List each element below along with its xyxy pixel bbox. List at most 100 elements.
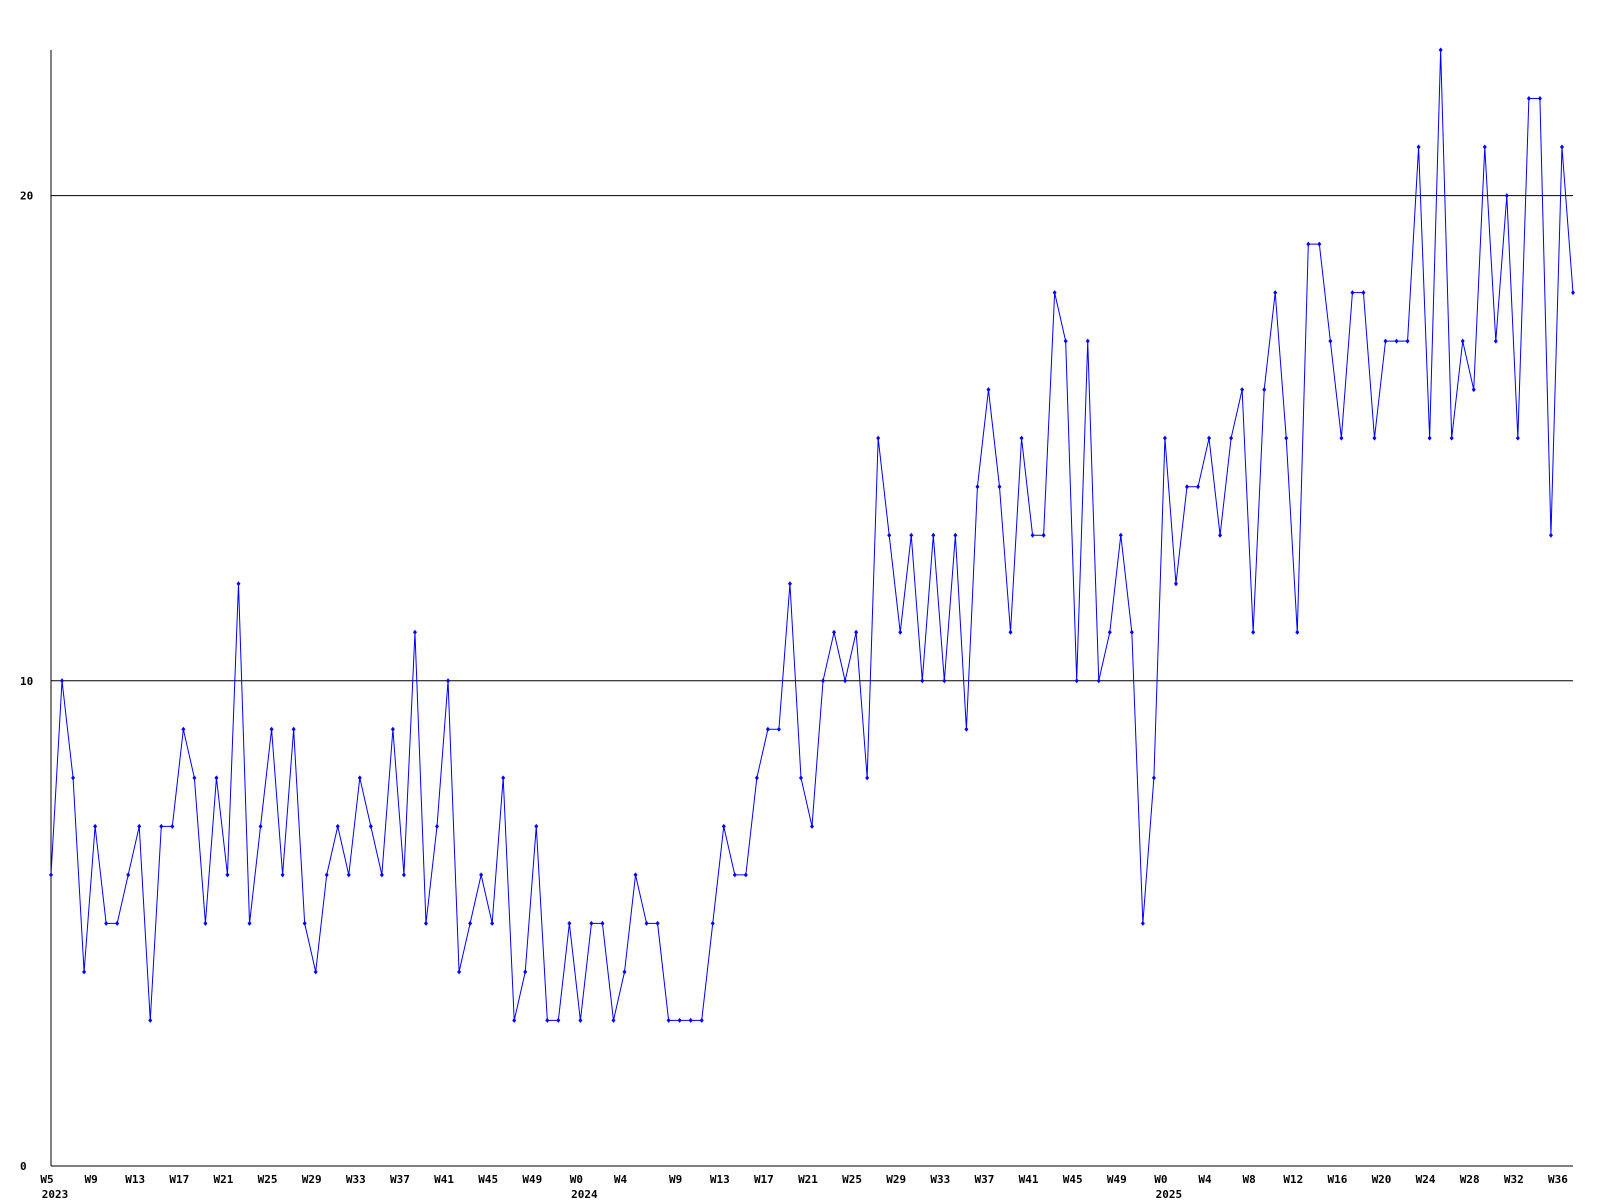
data-point bbox=[236, 581, 241, 587]
data-point bbox=[854, 629, 859, 635]
data-point bbox=[368, 823, 373, 829]
data-point bbox=[1273, 290, 1278, 296]
x-tick-label: W36 bbox=[1548, 1173, 1568, 1186]
data-point bbox=[832, 629, 837, 635]
data-point bbox=[523, 969, 528, 975]
data-point bbox=[887, 532, 892, 538]
data-point bbox=[346, 872, 351, 878]
data-point bbox=[412, 629, 417, 635]
x-tick-label: W33 bbox=[346, 1173, 366, 1186]
x-tick-label: W5 bbox=[40, 1173, 53, 1186]
data-point bbox=[446, 678, 451, 684]
data-point bbox=[1096, 678, 1101, 684]
data-point bbox=[534, 823, 539, 829]
data-point bbox=[1571, 290, 1575, 296]
data-point bbox=[512, 1017, 517, 1023]
data-point bbox=[1438, 47, 1443, 53]
x-tick-label: W25 bbox=[258, 1173, 278, 1186]
data-point bbox=[578, 1017, 583, 1023]
data-point bbox=[765, 726, 770, 732]
x-tick-label: W16 bbox=[1327, 1173, 1347, 1186]
x-tick-label: W24 bbox=[1416, 1173, 1436, 1186]
data-point bbox=[1162, 435, 1167, 441]
x-tick-label: W4 bbox=[1198, 1173, 1212, 1186]
data-point bbox=[1063, 338, 1068, 344]
x-tick-label: W32 bbox=[1504, 1173, 1524, 1186]
data-point bbox=[920, 678, 925, 684]
data-point bbox=[1526, 96, 1531, 102]
data-point bbox=[953, 532, 958, 538]
data-point bbox=[964, 726, 969, 732]
data-point bbox=[335, 823, 340, 829]
x-tick-label: W45 bbox=[478, 1173, 498, 1186]
data-point bbox=[71, 775, 76, 781]
data-point bbox=[1427, 435, 1432, 441]
x-tick-label: W41 bbox=[1019, 1173, 1039, 1186]
data-point bbox=[247, 920, 252, 926]
data-point bbox=[986, 387, 991, 393]
year-label: 2023 bbox=[42, 1188, 69, 1200]
x-tick-label: W12 bbox=[1283, 1173, 1303, 1186]
data-point bbox=[192, 775, 197, 781]
data-point bbox=[1405, 338, 1410, 344]
x-tick-label: W0 bbox=[570, 1173, 583, 1186]
data-point bbox=[1184, 484, 1189, 490]
data-point bbox=[931, 532, 936, 538]
data-point bbox=[1008, 629, 1013, 635]
x-tick-label: W9 bbox=[84, 1173, 97, 1186]
x-tick-label: W49 bbox=[522, 1173, 542, 1186]
x-tick-label: W45 bbox=[1063, 1173, 1083, 1186]
data-point bbox=[1262, 387, 1267, 393]
x-tick-label: W37 bbox=[975, 1173, 995, 1186]
data-point bbox=[1207, 435, 1212, 441]
data-point bbox=[148, 1017, 153, 1023]
x-tick-label: W8 bbox=[1243, 1173, 1256, 1186]
x-tick-label: W4 bbox=[614, 1173, 628, 1186]
data-point bbox=[1339, 435, 1344, 441]
data-point bbox=[1482, 144, 1487, 150]
data-point bbox=[104, 920, 109, 926]
data-point bbox=[633, 872, 638, 878]
data-point bbox=[666, 1017, 671, 1023]
data-point bbox=[1229, 435, 1234, 441]
x-tick-label: W49 bbox=[1107, 1173, 1127, 1186]
data-point bbox=[754, 775, 759, 781]
data-point bbox=[468, 920, 473, 926]
year-label: 2024 bbox=[571, 1188, 598, 1200]
data-point bbox=[699, 1017, 704, 1023]
data-point bbox=[1052, 290, 1057, 296]
data-point bbox=[93, 823, 98, 829]
data-point bbox=[556, 1017, 561, 1023]
data-point bbox=[688, 1017, 693, 1023]
x-tick-label: W33 bbox=[930, 1173, 950, 1186]
y-tick-label: 10 bbox=[20, 675, 33, 688]
data-point bbox=[776, 726, 781, 732]
data-point bbox=[1074, 678, 1079, 684]
data-point bbox=[732, 872, 737, 878]
data-point bbox=[357, 775, 362, 781]
x-tick-label: W20 bbox=[1372, 1173, 1392, 1186]
data-point bbox=[1306, 241, 1311, 247]
data-point bbox=[435, 823, 440, 829]
x-tick-label: W13 bbox=[710, 1173, 730, 1186]
data-point bbox=[457, 969, 462, 975]
year-label: 2025 bbox=[1156, 1188, 1183, 1200]
data-point bbox=[1019, 435, 1024, 441]
data-point bbox=[126, 872, 131, 878]
data-point bbox=[1559, 144, 1564, 150]
x-tick-label: W29 bbox=[886, 1173, 906, 1186]
data-point bbox=[479, 872, 484, 878]
data-point bbox=[1196, 484, 1201, 490]
y-tick-label: 20 bbox=[20, 190, 33, 203]
data-point bbox=[567, 920, 572, 926]
data-point bbox=[501, 775, 506, 781]
x-tick-label: W28 bbox=[1460, 1173, 1480, 1186]
data-point bbox=[423, 920, 428, 926]
data-point bbox=[898, 629, 903, 635]
data-point bbox=[545, 1017, 550, 1023]
data-point bbox=[60, 678, 65, 684]
data-point bbox=[203, 920, 208, 926]
data-point bbox=[721, 823, 726, 829]
data-point bbox=[1030, 532, 1035, 538]
data-point bbox=[1041, 532, 1046, 538]
